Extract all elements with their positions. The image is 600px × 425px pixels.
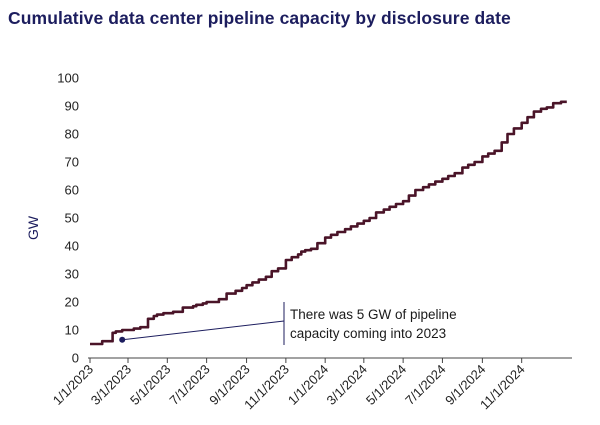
x-tick-label: 5/1/2023 (127, 362, 173, 408)
annotation-text-line-2: capacity coming into 2023 (290, 326, 446, 341)
x-axis-ticks: 1/1/20233/1/20235/1/20237/1/20239/1/2023… (50, 358, 528, 412)
y-tick-label: 60 (65, 183, 79, 198)
y-tick-label: 100 (57, 71, 79, 86)
annotation-pointer-line (122, 320, 285, 341)
y-tick-label: 10 (65, 323, 79, 338)
y-tick-label: 90 (65, 99, 79, 114)
y-tick-label: 20 (65, 295, 79, 310)
y-tick-label: 80 (65, 127, 79, 142)
x-tick-label: 1/1/2024 (285, 362, 331, 408)
x-tick-label: 5/1/2024 (363, 362, 409, 408)
x-tick-label: 7/1/2024 (402, 362, 448, 408)
y-tick-label: 30 (65, 267, 79, 282)
x-tick-label: 3/1/2023 (88, 362, 134, 408)
x-tick-label: 7/1/2023 (166, 362, 212, 408)
annotation-text-line-1: There was 5 GW of pipeline (290, 307, 457, 322)
annotation: There was 5 GW of pipeline capacity comi… (119, 302, 457, 345)
y-tick-label: 40 (65, 239, 79, 254)
y-tick-label: 0 (72, 351, 79, 366)
chart-title: Cumulative data center pipeline capacity… (8, 8, 511, 28)
x-tick-label: 3/1/2024 (324, 362, 370, 408)
x-tick-label: 1/1/2023 (50, 362, 96, 408)
y-tick-label: 50 (65, 211, 79, 226)
annotation-marker-dot (119, 336, 126, 343)
y-tick-label: 70 (65, 155, 79, 170)
series-line (90, 100, 567, 346)
y-axis-ticks: 0 10 20 30 40 50 60 70 80 90 100 (57, 71, 79, 366)
y-axis-label: GW (25, 215, 41, 240)
